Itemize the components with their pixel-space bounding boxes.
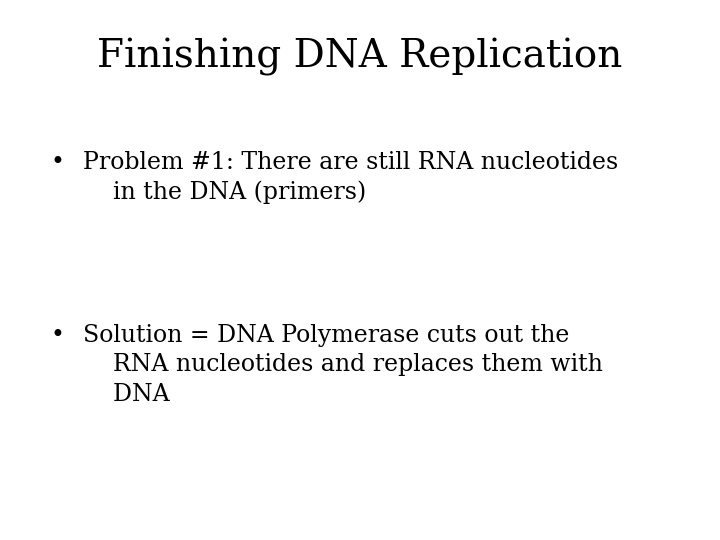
Text: •: • bbox=[50, 324, 64, 347]
Text: Finishing DNA Replication: Finishing DNA Replication bbox=[97, 38, 623, 76]
Text: •: • bbox=[50, 151, 64, 174]
Text: Solution = DNA Polymerase cuts out the
    RNA nucleotides and replaces them wit: Solution = DNA Polymerase cuts out the R… bbox=[83, 324, 603, 406]
Text: Problem #1: There are still RNA nucleotides
    in the DNA (primers): Problem #1: There are still RNA nucleoti… bbox=[83, 151, 618, 204]
